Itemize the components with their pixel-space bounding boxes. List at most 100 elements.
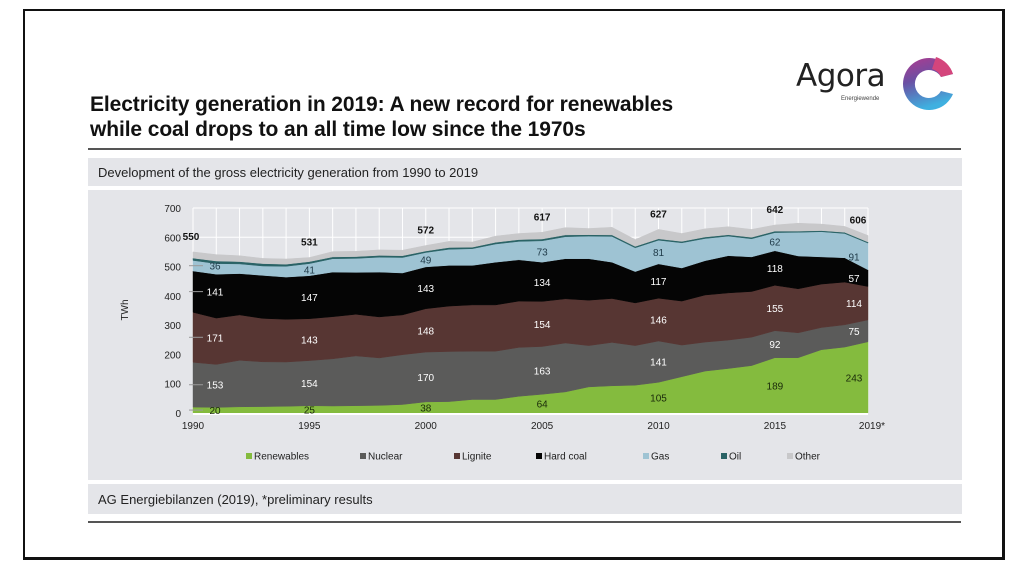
- y-tick-label: 600: [164, 233, 181, 244]
- subtitle-bar: Development of the gross electricity gen…: [88, 158, 962, 186]
- data-label-nuclear: 141: [650, 358, 667, 369]
- y-tick-label: 200: [164, 350, 181, 361]
- legend-item-hard-coal: Hard coal: [536, 452, 587, 463]
- data-label-lignite: 155: [767, 304, 784, 315]
- legend-item-nuclear: Nuclear: [360, 452, 403, 463]
- legend-swatch: [246, 453, 252, 459]
- data-label-nuclear: 153: [207, 381, 224, 392]
- data-label-hard-coal: 57: [848, 274, 860, 285]
- x-axis: 1990 1995 2000 2005 2010 2015 2019*: [182, 421, 885, 432]
- data-label-renewables: 243: [846, 373, 863, 384]
- legend: Renewables Nuclear Lignite Hard coal Gas Oil O…: [246, 452, 821, 463]
- x-tick-label: 2000: [415, 421, 438, 432]
- agora-c-logo-icon: [903, 57, 953, 110]
- legend-item-renewables: Renewables: [246, 452, 309, 463]
- data-label-nuclear: 92: [769, 340, 781, 351]
- legend-label: Nuclear: [368, 452, 403, 463]
- source-bar: AG Energiebilanzen (2019), *preliminary …: [88, 484, 962, 514]
- total-label: 550: [183, 232, 200, 243]
- area-other: [192, 222, 869, 265]
- data-label-hard-coal: 117: [651, 277, 667, 288]
- data-label-nuclear: 163: [534, 366, 551, 377]
- y-tick-label: 500: [164, 263, 181, 274]
- chart-panel: 0 100 200 300 400 500 600 700 1990 1995 2000 2005 2…: [88, 190, 962, 480]
- data-label-lignite: 171: [207, 333, 224, 344]
- total-label: 617: [534, 212, 551, 223]
- x-tick-label: 1995: [298, 421, 321, 432]
- y-tick-label: 0: [175, 409, 181, 420]
- legend-swatch: [536, 453, 542, 459]
- x-tick-label: 2015: [764, 421, 787, 432]
- data-label-nuclear: 75: [848, 327, 860, 338]
- data-label-hard-coal: 141: [207, 288, 224, 299]
- slide-title: Electricity generation in 2019: A new re…: [90, 92, 673, 142]
- data-label-renewables: 20: [209, 406, 221, 417]
- y-tick-label: 100: [164, 380, 181, 391]
- data-label-hard-coal: 118: [767, 264, 783, 275]
- title-line-1: Electricity generation in 2019: A new re…: [90, 93, 674, 116]
- data-label-hard-coal: 147: [301, 293, 318, 304]
- legend-swatch: [721, 453, 727, 459]
- x-tick-label: 1990: [182, 421, 205, 432]
- data-label-gas: 62: [769, 238, 781, 249]
- title-divider: [88, 148, 961, 150]
- area-series: [192, 222, 869, 415]
- data-label-lignite: 148: [417, 326, 434, 337]
- total-labels: 550 531 572 617 627 642 606: [183, 205, 867, 249]
- total-label: 572: [417, 225, 434, 236]
- y-tick-label: 300: [164, 321, 181, 332]
- data-label-renewables: 25: [304, 405, 316, 416]
- legend-swatch: [787, 453, 793, 459]
- logo-subtitle: Energiewende: [841, 96, 880, 102]
- y-tick-label: 400: [164, 292, 181, 303]
- data-label-lignite: 143: [301, 336, 318, 347]
- data-label-renewables: 38: [420, 403, 432, 414]
- data-label-gas: 91: [848, 252, 860, 263]
- legend-label: Hard coal: [544, 452, 587, 463]
- total-label: 642: [767, 205, 784, 216]
- logo-wordmark: Agora: [796, 58, 886, 94]
- agora-logo: Agora Energiewende: [796, 52, 966, 118]
- legend-label: Gas: [651, 452, 669, 463]
- data-label-hard-coal: 134: [534, 278, 551, 289]
- source-note: AG Energiebilanzen (2019), *preliminary …: [98, 492, 373, 507]
- legend-swatch: [454, 453, 460, 459]
- legend-item-gas: Gas: [643, 452, 669, 463]
- bottom-divider: [88, 521, 961, 523]
- data-label-nuclear: 170: [417, 373, 434, 384]
- data-label-renewables: 105: [650, 394, 667, 405]
- y-axis: 0 100 200 300 400 500 600 700: [164, 204, 181, 420]
- data-label-gas: 36: [209, 262, 221, 273]
- total-label: 627: [650, 209, 667, 220]
- data-label-lignite: 114: [846, 299, 862, 310]
- data-label-gas: 81: [653, 248, 665, 259]
- y-axis-label: TWh: [120, 299, 131, 320]
- legend-item-oil: Oil: [721, 452, 741, 463]
- legend-label: Oil: [729, 452, 741, 463]
- data-label-hard-coal: 143: [417, 284, 434, 295]
- legend-label: Other: [795, 452, 821, 463]
- legend-item-other: Other: [787, 452, 821, 463]
- data-label-lignite: 146: [650, 316, 667, 327]
- data-label-gas: 49: [420, 256, 432, 267]
- x-tick-label: 2005: [531, 421, 554, 432]
- legend-swatch: [360, 453, 366, 459]
- x-tick-label: 2019*: [859, 421, 885, 432]
- legend-label: Lignite: [462, 452, 492, 463]
- data-labels: 20 153 171 141 36 25 154 143 147 41 38 170 148 143 49 6…: [189, 238, 863, 417]
- data-label-gas: 41: [304, 266, 316, 277]
- total-label: 606: [850, 216, 867, 227]
- data-label-renewables: 64: [537, 400, 549, 411]
- data-label-renewables: 189: [767, 381, 784, 392]
- data-label-lignite: 154: [534, 320, 551, 331]
- legend-label: Renewables: [254, 452, 309, 463]
- stacked-area-chart: 0 100 200 300 400 500 600 700 1990 1995 2000 2005 2…: [120, 204, 885, 463]
- title-line-2: while coal drops to an all time low sinc…: [90, 118, 586, 141]
- x-tick-label: 2010: [647, 421, 670, 432]
- legend-swatch: [643, 453, 649, 459]
- legend-item-lignite: Lignite: [454, 452, 492, 463]
- total-label: 531: [301, 237, 318, 248]
- chart-subtitle: Development of the gross electricity gen…: [98, 165, 479, 180]
- data-label-nuclear: 154: [301, 379, 318, 390]
- y-tick-label: 700: [164, 204, 181, 215]
